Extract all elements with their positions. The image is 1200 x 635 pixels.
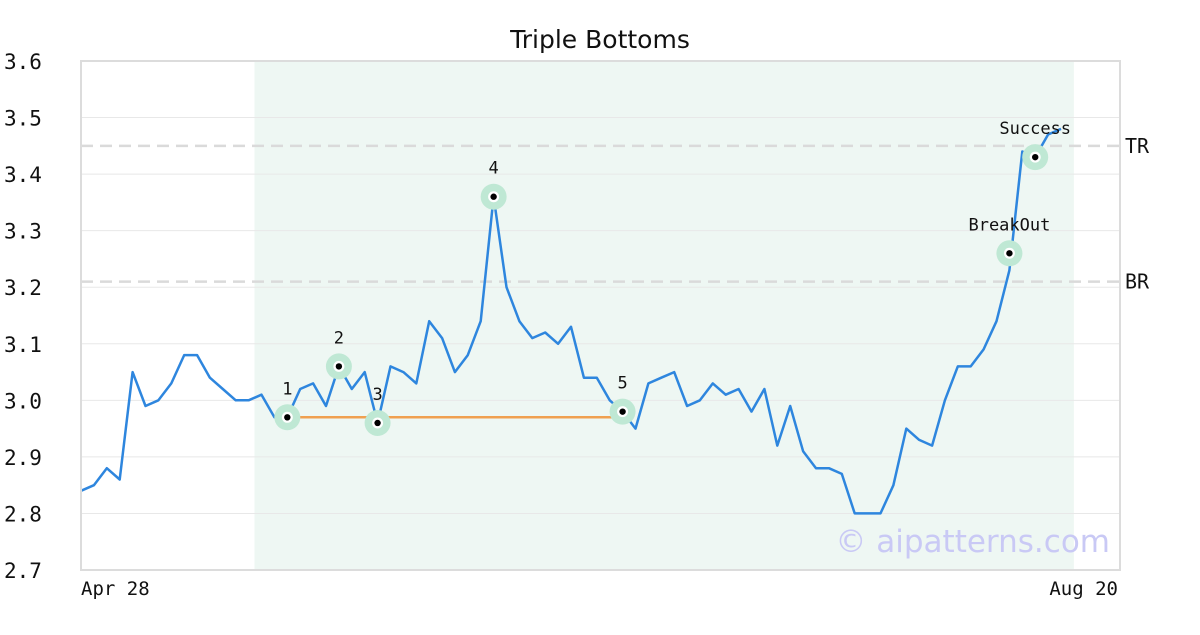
y-tick-label: 3.6 [4,50,42,74]
y-tick-label: 3.1 [4,333,42,357]
y-tick-label: 2.9 [4,446,42,470]
point-label: 2 [334,328,344,348]
y-tick-label: 3.0 [4,389,42,413]
marker-dot [335,363,343,370]
point-label: BreakOut [968,215,1050,235]
watermark: © aipatterns.com [835,524,1110,560]
marker-dot [1006,250,1013,257]
y-tick-label: 3.4 [4,163,42,187]
markers-layer: 1 2 3 4 5 BreakOut Success [274,119,1071,436]
x-tick-start: Apr 28 [81,578,150,600]
marker-dot [284,414,291,421]
y-tick-label: 3.5 [4,107,42,131]
x-tick-end: Aug 20 [1049,578,1118,600]
level-label-tr: TR [1125,134,1150,158]
chart-title: Triple Bottoms [509,25,690,54]
marker-dot [619,408,626,415]
levels-layer: TR BR [81,134,1150,294]
level-label-br: BR [1125,270,1150,294]
y-tick-label: 3.3 [4,220,42,244]
price-series-line [80,127,1062,515]
marker-dot [374,419,381,427]
y-axis-ticks: 2.7 2.8 2.9 3.0 3.1 3.2 3.3 3.4 3.5 3.6 [4,50,42,583]
pattern-shaded-region [254,61,1074,570]
price-line-layer [80,127,1062,515]
plot-frame [80,60,1121,571]
point-label: 5 [617,374,627,394]
point-label: 4 [489,159,499,179]
y-tick-label: 2.8 [4,502,42,526]
marker-dot [1032,153,1039,161]
point-label: 3 [372,385,382,405]
point-label: Success [999,119,1071,139]
y-tick-label: 3.2 [4,276,42,300]
pattern-region-layer [254,61,1074,570]
y-tick-label: 2.7 [4,559,42,583]
point-label: 1 [282,379,292,399]
marker-dot [490,193,497,200]
